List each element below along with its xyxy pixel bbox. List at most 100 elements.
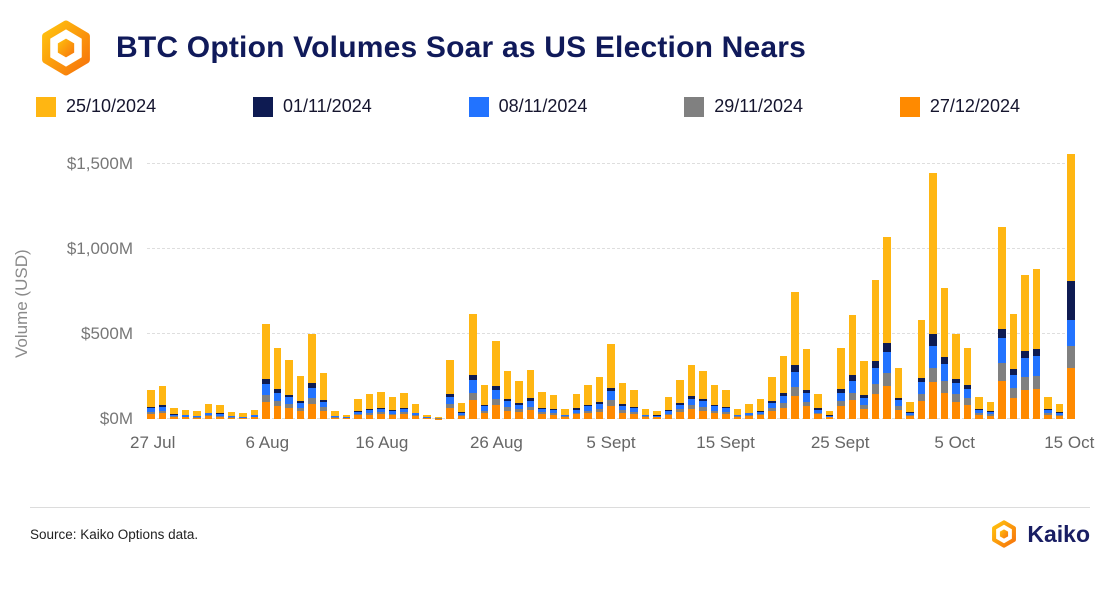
bar-segment — [262, 395, 270, 402]
bar-28-sept — [871, 147, 879, 419]
bar-segment — [480, 406, 488, 411]
bar-1-aug — [204, 147, 212, 419]
bar-8-sept — [641, 147, 649, 419]
bar-segment — [607, 400, 615, 406]
bar-segment — [802, 406, 810, 419]
bar-segment — [285, 397, 293, 405]
bar-segment — [457, 402, 465, 413]
bar-3-oct — [929, 147, 937, 419]
bar-segment — [227, 417, 235, 418]
bar-segment — [354, 411, 362, 414]
bar-segment — [768, 376, 776, 402]
bar-23-sept — [814, 147, 822, 419]
bar-8-aug — [285, 147, 293, 419]
bar-segment — [963, 404, 971, 419]
bar-27-jul — [147, 147, 155, 419]
bar-5-sept — [607, 147, 615, 419]
bar-2-oct — [917, 147, 925, 419]
bar-segment — [699, 410, 707, 419]
bar-segment — [1067, 320, 1075, 346]
bar-segment — [1021, 377, 1029, 391]
bar-segment — [699, 371, 707, 399]
bar-segment — [411, 413, 419, 416]
bar-segment — [446, 393, 454, 397]
y-axis-ticks: $0M $500M $1,000M $1,500M — [62, 147, 147, 428]
bar-segment — [388, 396, 396, 410]
bar-segment — [296, 411, 304, 419]
bar-segment — [285, 404, 293, 409]
bar-segment — [1067, 281, 1075, 321]
bar-4-sept — [595, 147, 603, 419]
bar-29-jul — [170, 147, 178, 419]
bar-segment — [917, 377, 925, 383]
legend-item: 01/11/2024 — [252, 96, 372, 117]
bar-segment — [952, 334, 960, 380]
bar-segment — [273, 406, 281, 419]
bar-segment — [216, 413, 224, 414]
footer: Source: Kaiko Options data. Kaiko — [30, 507, 1090, 548]
bar-segment — [607, 405, 615, 419]
bar-11-sept — [676, 147, 684, 419]
bar-segment — [308, 383, 316, 388]
bar-segment — [262, 323, 270, 380]
bar-segment — [940, 357, 948, 365]
bar-14-aug — [354, 147, 362, 419]
bar-segment — [814, 414, 822, 419]
bar-segment — [975, 412, 983, 415]
bar-segment — [745, 403, 753, 413]
bar-4-aug — [239, 147, 247, 419]
bar-segment — [929, 172, 937, 335]
bar-segment — [515, 404, 523, 410]
bar-segment — [1021, 390, 1029, 419]
bar-27-sept — [860, 147, 868, 419]
bar-segment — [549, 413, 557, 415]
bar-segment — [802, 349, 810, 390]
bar-segment — [653, 415, 661, 417]
bar-segment — [1032, 375, 1040, 390]
bar-segment — [446, 359, 454, 394]
bar-segment — [538, 412, 546, 415]
bar-segment — [756, 410, 764, 412]
bar-30-aug — [538, 147, 546, 419]
bar-segment — [147, 408, 155, 412]
bar-segment — [526, 410, 534, 419]
bar-segment — [814, 408, 822, 410]
bar-segment — [181, 409, 189, 415]
y-axis-title: Volume (USD) — [12, 249, 31, 359]
bar-segment — [791, 396, 799, 419]
bar-segment — [618, 405, 626, 410]
bar-segment — [469, 313, 477, 375]
brand: Kaiko — [990, 520, 1090, 548]
legend-label: 01/11/2024 — [282, 96, 372, 116]
bar-segment — [216, 415, 224, 417]
bar-segment — [1021, 274, 1029, 351]
bar-segment — [227, 416, 235, 418]
legend-item: 29/11/2024 — [684, 96, 803, 117]
bar-segment — [503, 371, 511, 399]
bar-segment — [618, 383, 626, 404]
bar-segment — [549, 410, 557, 414]
bar-7-oct — [975, 147, 983, 419]
bar-segment — [986, 411, 994, 412]
bar-segment — [561, 415, 569, 417]
bar-segment — [457, 413, 465, 415]
bar-segment — [170, 414, 178, 415]
bar-segment — [653, 410, 661, 416]
bar-segment — [319, 373, 327, 400]
bar-segment — [814, 409, 822, 413]
bar-15-oct — [1067, 147, 1075, 419]
bar-segment — [641, 416, 649, 418]
bar-segment — [227, 417, 235, 419]
bar-segment — [906, 402, 914, 412]
bar-segment — [768, 401, 776, 404]
bar-segment — [319, 407, 327, 411]
bar-3-aug — [227, 147, 235, 419]
bar-segment — [308, 387, 316, 398]
bar-segment — [170, 416, 178, 417]
bar-20-aug — [423, 147, 431, 419]
bar-segment — [687, 405, 695, 410]
bar-segment — [1032, 348, 1040, 357]
source-note: Source: Kaiko Options data. — [30, 526, 199, 542]
bar-segment — [250, 409, 258, 415]
bar-segment — [952, 402, 960, 419]
